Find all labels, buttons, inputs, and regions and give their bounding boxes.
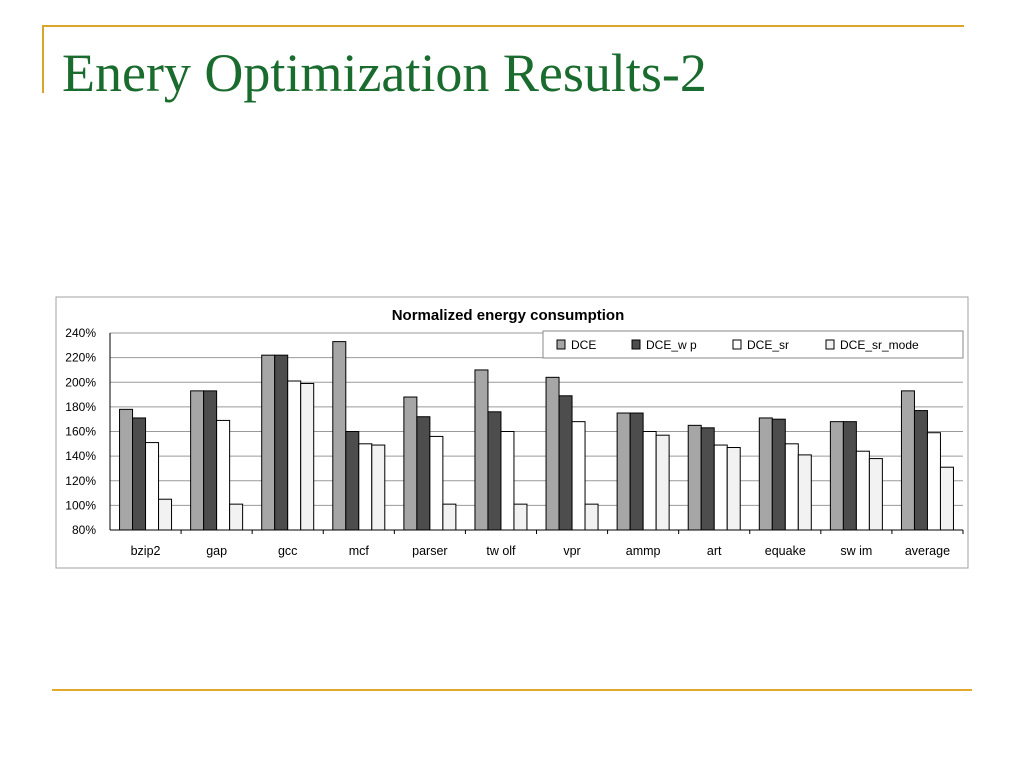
bar <box>371 444 386 531</box>
category-label: tw olf <box>486 544 516 558</box>
bar <box>829 421 844 531</box>
bar <box>726 447 741 531</box>
legend-label: DCE_sr <box>747 338 789 352</box>
category-label: vpr <box>563 544 580 558</box>
legend-swatch <box>556 339 566 350</box>
bar <box>913 410 928 531</box>
category-label: mcf <box>349 544 370 558</box>
y-tick-label: 220% <box>65 351 96 365</box>
legend-box <box>542 330 964 359</box>
bar <box>145 442 160 531</box>
bar <box>642 431 657 531</box>
bar <box>758 417 773 531</box>
legend-swatch <box>631 339 641 350</box>
bar <box>629 412 644 531</box>
bar <box>713 444 728 531</box>
axis-layer <box>109 333 964 534</box>
y-tick-label: 80% <box>72 523 96 537</box>
bar <box>545 376 560 531</box>
bar <box>203 390 218 531</box>
slide-title: Enery Optimization Results-2 <box>62 43 707 103</box>
y-tick-label: 100% <box>65 498 96 512</box>
bar <box>119 408 134 531</box>
y-tick-label: 200% <box>65 375 96 389</box>
bar <box>655 434 670 531</box>
bar <box>416 416 431 531</box>
y-tick-label: 160% <box>65 425 96 439</box>
legend-label: DCE <box>571 338 596 352</box>
bar <box>474 369 489 531</box>
bar <box>513 503 528 531</box>
bar <box>132 417 147 531</box>
category-label: sw im <box>840 544 872 558</box>
category-label: bzip2 <box>131 544 161 558</box>
legend-swatch <box>825 339 835 350</box>
bar <box>868 458 883 531</box>
bar <box>842 421 857 531</box>
bar <box>261 354 276 531</box>
bar <box>855 450 870 531</box>
title-accent-vertical-line <box>42 25 44 93</box>
y-tick-label: 240% <box>65 326 96 340</box>
category-labels: bzip2 gap gcc mcf parser tw olf vpr ammp art equa… <box>131 544 950 558</box>
bar <box>345 431 360 531</box>
bar <box>926 432 941 531</box>
bar <box>358 443 373 531</box>
category-label: gcc <box>278 544 297 558</box>
bars-layer <box>119 341 954 531</box>
bar <box>403 396 418 531</box>
legend: DCE DCE_w p DCE_sr DCE_sr_mode <box>542 330 964 359</box>
bar <box>300 382 315 531</box>
bar <box>216 419 231 531</box>
category-label: equake <box>765 544 806 558</box>
bar <box>771 418 786 531</box>
category-label: art <box>707 544 722 558</box>
bar <box>558 395 573 531</box>
legend-label: DCE_sr_mode <box>840 338 919 352</box>
footer-accent-line <box>52 689 972 691</box>
bar <box>287 380 302 531</box>
bar <box>442 503 457 531</box>
bar <box>487 411 502 531</box>
grid-layer <box>110 332 963 506</box>
bar <box>158 498 173 531</box>
bar <box>274 354 289 531</box>
bar <box>584 503 599 531</box>
y-tick-label: 140% <box>65 449 96 463</box>
title-accent-top-line <box>42 25 964 27</box>
bar <box>429 435 444 531</box>
bar <box>797 454 812 531</box>
bar <box>190 390 205 531</box>
legend-swatch <box>732 339 742 350</box>
category-label: gap <box>206 544 227 558</box>
category-label: ammp <box>626 544 661 558</box>
y-tick-label: 180% <box>65 400 96 414</box>
bar <box>687 424 702 531</box>
bar <box>900 390 915 531</box>
bar <box>939 466 954 531</box>
bar <box>616 412 631 531</box>
chart-title: Normalized energy consumption <box>392 307 625 324</box>
category-label: parser <box>412 544 447 558</box>
bar <box>332 341 347 531</box>
bar <box>571 421 586 531</box>
bar <box>229 503 244 531</box>
bar <box>500 431 515 531</box>
category-label: average <box>905 544 950 558</box>
bar <box>700 427 715 531</box>
y-tick-labels: 80% 100% 120% 140% 160% 180% 200% 220% 240% <box>65 326 96 537</box>
bar <box>784 443 799 531</box>
legend-label: DCE_w p <box>646 338 697 352</box>
y-tick-label: 120% <box>65 474 96 488</box>
